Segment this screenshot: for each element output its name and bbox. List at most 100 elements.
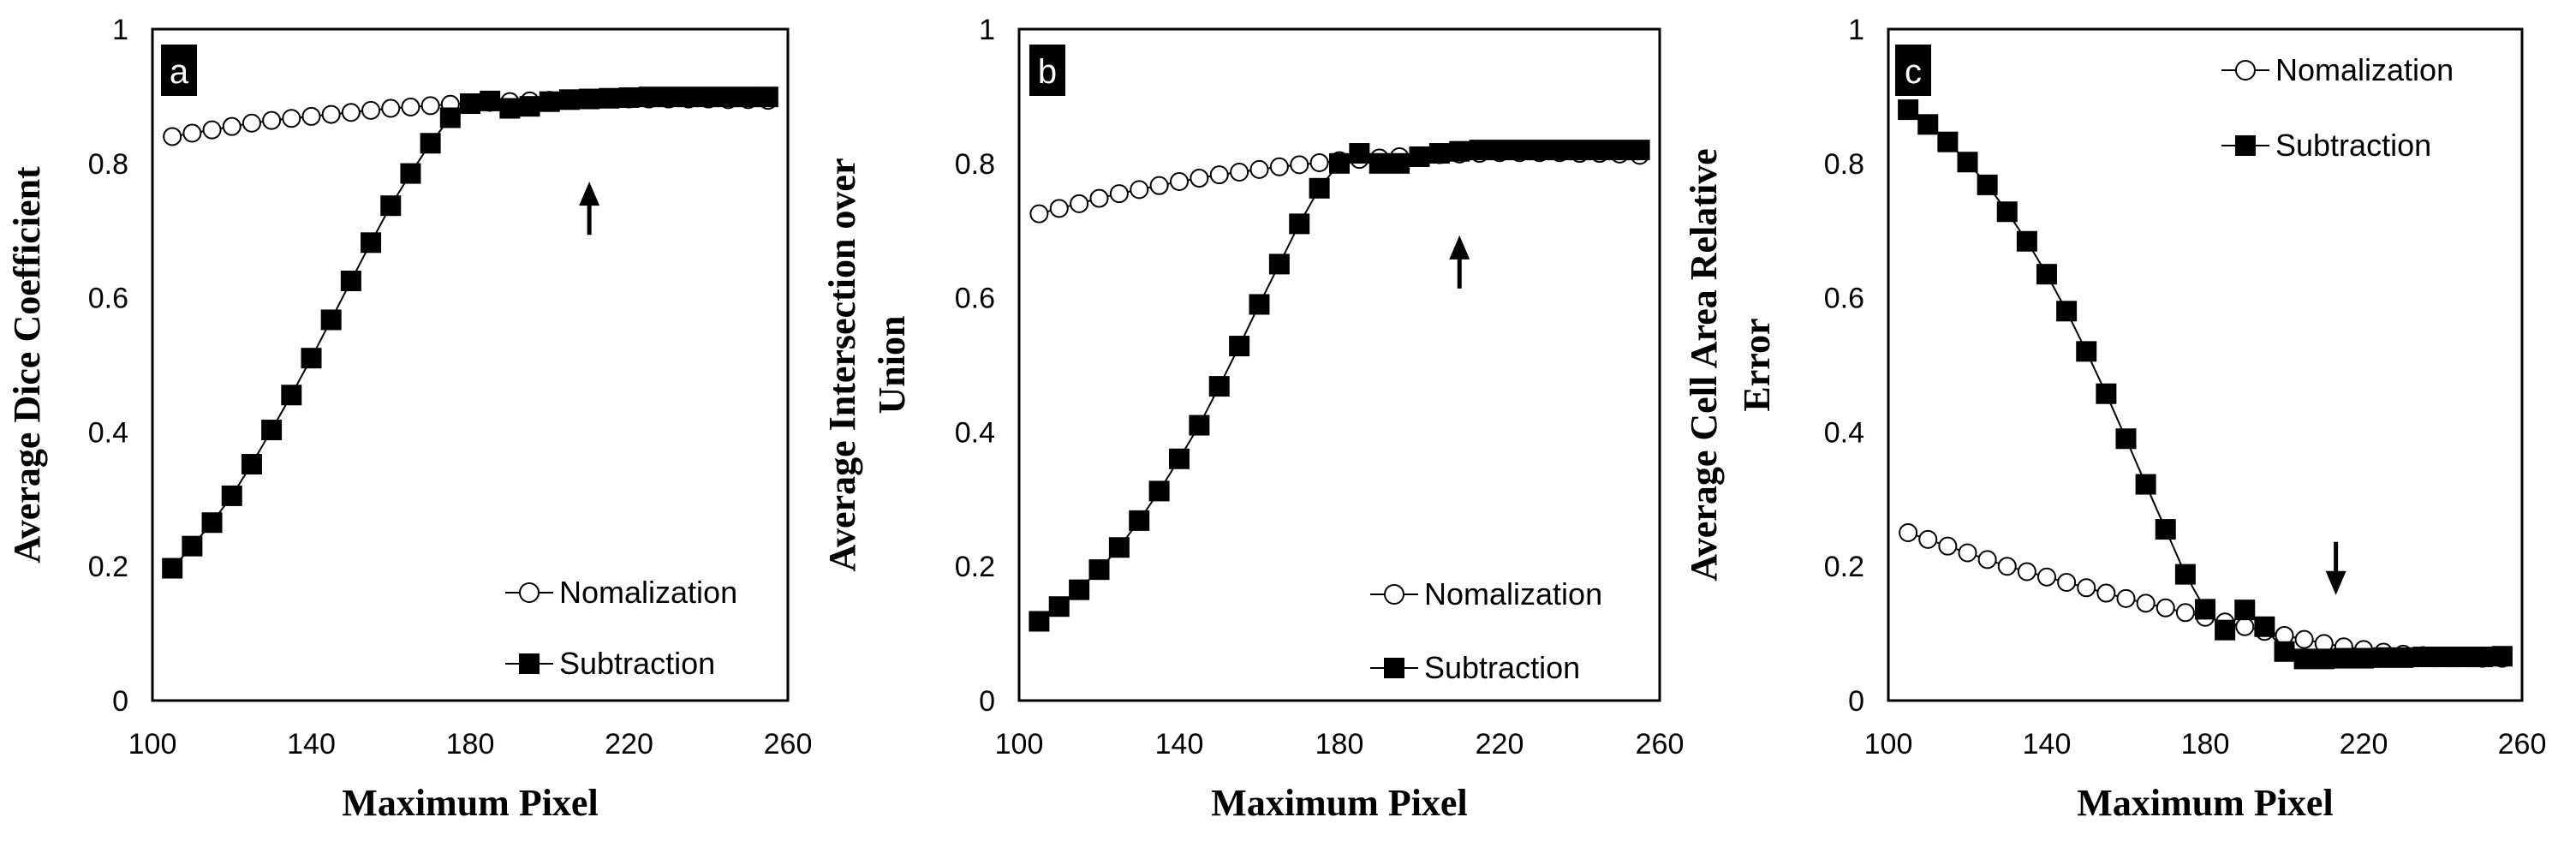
data-point [1289,213,1310,235]
legend-label: Nomalization [2275,52,2454,87]
data-point [1549,140,1571,161]
data-point [361,100,381,120]
data-point [2353,647,2374,669]
data-point [1917,114,1939,135]
data-point [1629,140,1650,161]
y-tick-label: 0.2 [88,551,128,583]
x-tick-label: 260 [1636,728,1685,761]
data-point [1349,143,1370,164]
data-point [221,485,242,506]
data-point [618,86,640,108]
y-axis-title: Average Dice Coefficient [6,166,48,564]
annotation-arrow [1449,235,1470,289]
data-point [163,127,182,146]
data-point [2491,646,2513,667]
legend-marker [519,582,540,603]
data-point [1569,140,1590,161]
data-point [2096,383,2117,404]
data-point [340,271,361,291]
data-point [2373,647,2394,668]
y-tick-label: 0.2 [1824,551,1864,583]
legend-label: Nomalization [559,575,737,610]
legend: Nomalization Subtraction [505,575,737,681]
series-subtraction [1898,99,2513,670]
y-tick-label: 0.4 [88,416,128,449]
legend-marker [2235,60,2256,81]
series-subtraction [162,86,778,579]
chart-panel-c: 100 140 180 220 260 0 0.2 0.4 0.6 0.8 1 Maximum Pix… [1683,14,2546,824]
data-point [2294,629,2314,649]
panel-label-box [1029,45,1065,96]
plot-area-frame [1887,27,2524,702]
data-point [658,86,679,108]
data-point [401,97,420,116]
data-point [1048,596,1070,617]
data-point [2037,567,2056,587]
data-point [1329,152,1350,174]
y-axis-title: Error [1736,318,1778,411]
chart-panel-a: 100 140 180 220 260 0 0.2 0.4 0.6 0.8 1 Maximum Pix… [6,14,812,824]
data-point [539,91,560,112]
plot-area-frame [151,27,790,702]
legend-label: Subtraction [1424,650,1580,685]
data-point [2076,341,2097,362]
arrow-head [579,182,600,206]
data-point [1309,177,1330,199]
data-point [380,195,402,217]
data-point [1957,152,1978,173]
data-point [1129,510,1150,531]
data-point [2135,474,2156,495]
data-point [1249,294,1270,315]
data-point [282,109,301,128]
data-point [737,86,759,108]
data-point [2115,428,2137,450]
data-point [718,86,739,108]
y-tick-label: 0.6 [1824,283,1864,315]
x-tick-label: 100 [1864,728,1913,761]
data-point [558,89,580,110]
legend-marker [1384,658,1404,678]
data-point [2452,647,2473,668]
data-point [2017,562,2036,582]
data-point [201,512,223,534]
x-tick-label: 140 [287,728,336,761]
x-tick-label: 140 [2023,728,2072,761]
legend-marker [1384,584,1404,605]
series-line [1907,532,2502,659]
series-nomalization [1899,523,2512,668]
panel-label: b [1029,45,1065,96]
y-tick-label: 0.8 [1824,148,1864,181]
y-tick-label: 0.2 [955,551,995,583]
annotation-arrow [2325,541,2346,595]
data-point [202,120,222,140]
data-point [579,88,600,110]
data-point [2175,603,2195,623]
x-tick-label: 100 [128,728,177,761]
data-point [1309,153,1329,173]
data-point [320,309,342,331]
data-point [1029,611,1050,632]
data-point [2215,619,2236,641]
data-point [261,420,283,441]
data-point [1089,188,1109,208]
x-tick-label: 180 [2181,728,2230,761]
data-point [2016,230,2037,252]
y-tick-label: 0.4 [1824,416,1864,449]
data-point [439,107,461,128]
y-tick-label: 1 [979,14,995,46]
data-point [2136,594,2156,613]
y-tick-label: 0.6 [955,283,995,315]
y-axis-title: Average Intersection over [821,158,863,572]
data-point [1996,201,2018,223]
data-point [1229,336,1250,357]
data-point [2096,583,2116,603]
data-point [182,123,202,143]
data-point [1230,162,1249,182]
x-tick-label: 260 [764,728,813,761]
data-point [321,104,341,124]
data-point [301,348,322,369]
data-point [1130,180,1149,200]
data-point [241,454,262,475]
panel-label-text: a [170,53,189,91]
